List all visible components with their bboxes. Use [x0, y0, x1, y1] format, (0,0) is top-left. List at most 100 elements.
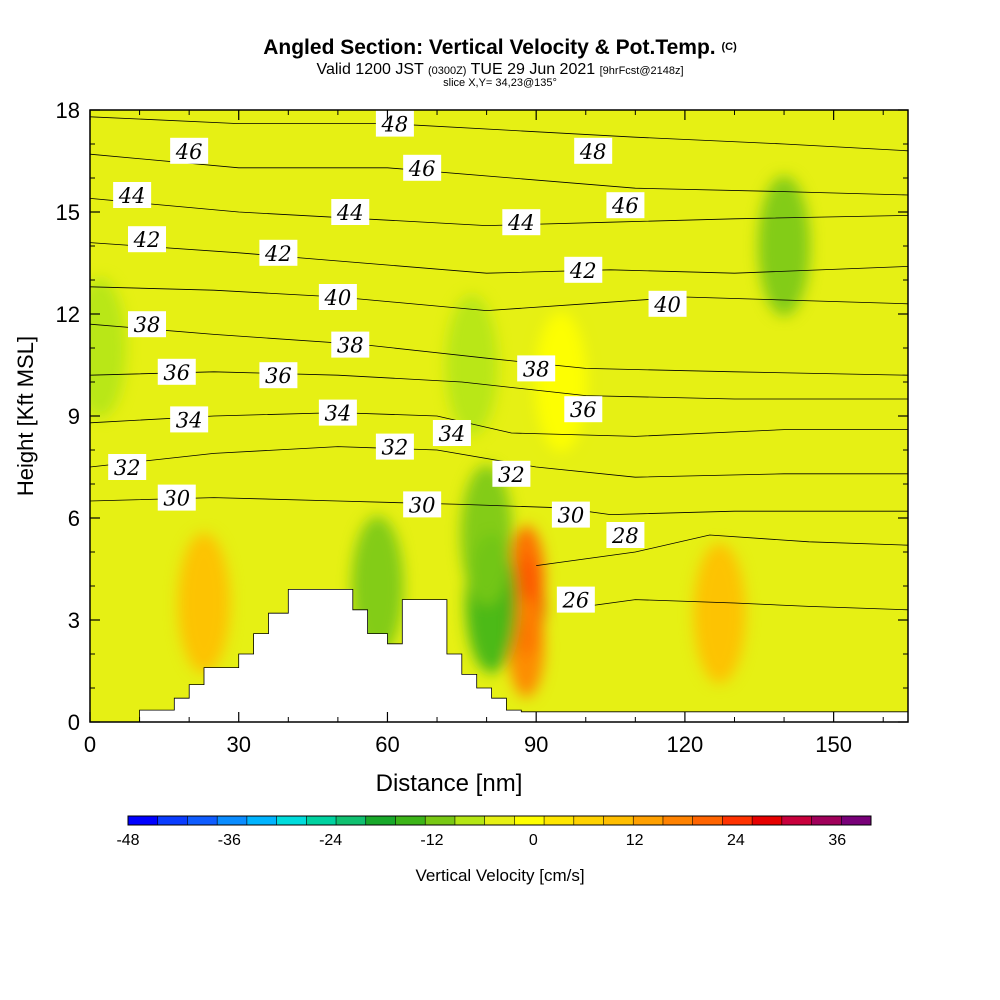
- contour-label-box: [502, 209, 541, 236]
- valid-utc: (0300Z): [427, 65, 467, 77]
- contour-label: 40: [324, 286, 352, 310]
- x-tick-label: 30: [226, 732, 250, 757]
- colorbar-swatch: [157, 816, 188, 825]
- x-tick-label: 120: [667, 732, 704, 757]
- contour-label: 32: [498, 463, 525, 487]
- contour-label: 40: [653, 293, 681, 317]
- colorbar-swatch: [425, 816, 456, 825]
- contour-label: 34: [325, 402, 352, 426]
- contour-label-box: [157, 358, 196, 385]
- isentropes: [90, 116, 908, 611]
- contour-label: 34: [439, 422, 466, 446]
- contour-label-box: [564, 256, 603, 283]
- colorbar-tick-label: -48: [116, 832, 139, 849]
- colorbar-swatch: [603, 816, 634, 825]
- contour-label-box: [375, 110, 414, 137]
- colorbar-tick-label: -24: [319, 832, 342, 849]
- colorbar-swatch: [306, 816, 337, 825]
- chart-title: Angled Section: Vertical Velocity & Pot.…: [0, 36, 1000, 60]
- y-tick-label: 6: [68, 506, 80, 531]
- contour-label: 36: [163, 361, 190, 385]
- contour-label: 32: [114, 456, 141, 480]
- slice-info: slice X,Y= 34,23@135°: [443, 77, 557, 89]
- colorbar-swatch: [841, 816, 872, 825]
- colorbar-tick-label: 12: [626, 832, 644, 849]
- velocity-field: [90, 176, 811, 698]
- contour-label: 34: [176, 408, 203, 432]
- colorbar-swatch: [128, 816, 159, 825]
- contour-label: 42: [264, 242, 292, 266]
- colorbar-swatch: [365, 816, 396, 825]
- contour-label-box: [157, 484, 196, 511]
- colorbar-label: Vertical Velocity [cm/s]: [415, 866, 584, 885]
- isentrope-line: [90, 323, 908, 376]
- contour-label: 46: [175, 140, 203, 164]
- contour-label-box: [403, 491, 442, 518]
- contour-label: 42: [133, 228, 161, 252]
- colorbar: -48 -36 -24 -12 0 12 24 36 Vertical Velocity [cm…: [116, 815, 872, 885]
- x-tick-label: 150: [815, 732, 852, 757]
- contour-label-box: [492, 460, 531, 487]
- isentrope-line: [536, 534, 908, 566]
- colorbar-swatch: [484, 816, 515, 825]
- contour-label-box: [170, 406, 209, 433]
- velocity-cell: [460, 465, 513, 605]
- forecast-info: [9hrFcst@2148z]: [599, 65, 684, 77]
- contour-label-box: [113, 182, 152, 208]
- velocity-cell: [693, 543, 746, 684]
- contour-label: 32: [382, 436, 409, 460]
- contour-label: 38: [337, 334, 364, 358]
- title-main: Angled Section: Vertical Velocity & Pot.…: [263, 36, 716, 59]
- contour-label: 48: [381, 113, 409, 137]
- colorbar-swatch: [752, 816, 783, 825]
- contour-label: 46: [611, 194, 639, 218]
- isentrope-line: [90, 497, 908, 516]
- y-tick-label: 15: [56, 200, 80, 225]
- title-unit: (C): [721, 41, 737, 53]
- x-tick-label: 60: [375, 732, 399, 757]
- isentrope-line: [560, 599, 908, 611]
- contour-label-box: [574, 137, 613, 164]
- colorbar-swatch: [633, 816, 664, 825]
- contour-label-box: [318, 284, 357, 310]
- isentrope-line: [90, 198, 908, 227]
- contour-label-box: [564, 396, 603, 423]
- contour-label: 44: [507, 211, 535, 235]
- contour-label-box: [259, 239, 298, 266]
- contour-label: 26: [561, 589, 589, 613]
- y-tick-label: 3: [68, 608, 80, 633]
- y-tick-label: 18: [56, 98, 80, 123]
- colorbar-swatch: [692, 816, 723, 825]
- contour-label: 28: [611, 524, 639, 548]
- x-tick-label: 90: [524, 732, 548, 757]
- contour-label: 30: [558, 504, 585, 528]
- colorbar-tick-label: -12: [420, 832, 443, 849]
- colorbar-swatch: [514, 816, 545, 825]
- contour-label: 44: [118, 184, 146, 208]
- valid-time: Valid 1200 JST: [316, 61, 424, 78]
- contour-label-box: [128, 226, 167, 253]
- contour-label-box: [606, 192, 645, 219]
- colorbar-swatch: [573, 816, 604, 825]
- colorbar-tick-label: -36: [218, 832, 241, 849]
- colorbar-swatch: [187, 816, 218, 825]
- y-tick-label: 9: [68, 404, 80, 429]
- terrain: [90, 589, 908, 722]
- contour-label: 44: [336, 201, 364, 225]
- colorbar-frame: [127, 815, 872, 826]
- y-tick-label: 12: [56, 302, 80, 327]
- colorbar-swatch: [811, 816, 842, 825]
- contour-label-box: [648, 290, 687, 317]
- y-tick-label: 0: [68, 710, 80, 735]
- contour-label: 38: [523, 357, 550, 381]
- contour-label-box: [128, 311, 167, 338]
- contour-label: 30: [163, 487, 190, 511]
- contour-label-box: [375, 433, 414, 460]
- contour-label-box: [403, 154, 442, 181]
- colorbar-swatch: [722, 816, 753, 825]
- isentrope-line: [90, 116, 908, 152]
- contour-label-box: [606, 522, 645, 548]
